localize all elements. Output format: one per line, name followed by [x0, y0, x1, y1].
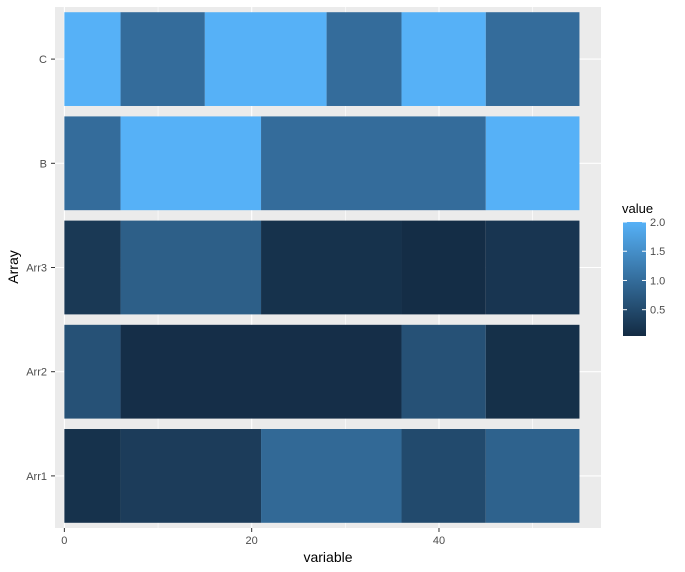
heatmap-tile: [401, 324, 486, 419]
heatmap-tile: [261, 220, 402, 315]
tiles: [64, 12, 580, 523]
heatmap-tile: [204, 12, 327, 106]
heatmap-tile: [120, 220, 262, 315]
x-tick-label: 40: [433, 535, 445, 547]
heatmap-tile: [401, 12, 486, 106]
heatmap-tile: [261, 429, 402, 523]
heatmap-tile: [120, 12, 205, 106]
x-tick-label: 20: [246, 535, 258, 547]
heatmap-tile: [401, 220, 486, 315]
x-axis-title: variable: [303, 549, 352, 565]
legend-break-label: 2.0: [650, 217, 665, 229]
legend-break-label: 1.5: [650, 246, 665, 258]
y-tick-label: Arr2: [26, 367, 47, 379]
heatmap-tile: [64, 220, 121, 315]
legend-title: value: [622, 201, 653, 216]
legend-break-label: 1.0: [650, 275, 665, 287]
y-axis-title: Array: [5, 250, 21, 283]
heatmap-tile: [485, 116, 580, 211]
heatmap-tile: [120, 116, 262, 211]
heatmap-tile: [485, 429, 580, 523]
heatmap-tile: [326, 12, 402, 106]
heatmap-tile: [64, 324, 121, 419]
heatmap-tile: [64, 116, 121, 211]
heatmap-tile: [120, 324, 402, 419]
y-tick-label: B: [40, 158, 47, 170]
x-tick-label: 0: [61, 535, 67, 547]
heatmap-tile: [64, 429, 121, 523]
y-axis: Arr1 Arr2 Arr3 B C: [26, 54, 55, 483]
y-tick-label: Arr3: [26, 263, 47, 275]
heatmap-tile: [64, 12, 121, 106]
y-tick-label: Arr1: [26, 471, 47, 483]
legend-break-label: 0.5: [650, 305, 665, 317]
y-tick-label: C: [39, 54, 47, 66]
heatmap-tile: [485, 12, 580, 106]
legend-colorbar: [623, 222, 646, 336]
heatmap-tile: [485, 324, 580, 419]
legend-ticks: 0.5 1.0 1.5 2.0: [623, 217, 665, 317]
heatmap-tile: [401, 429, 486, 523]
x-axis: 0 20 40: [61, 528, 445, 547]
heatmap-tile: [485, 220, 580, 315]
heatmap-tile: [261, 116, 486, 211]
legend: value 0.5 1.0 1.5 2.0: [622, 201, 665, 336]
heatmap-tile: [120, 429, 262, 523]
